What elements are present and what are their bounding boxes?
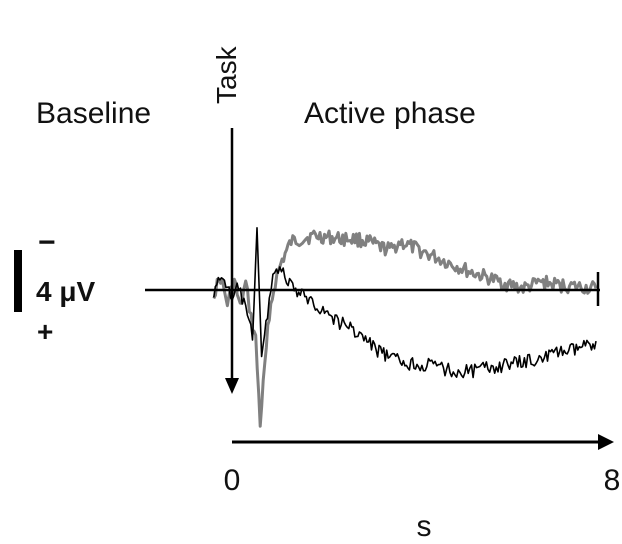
polarity-negative-label: − (38, 226, 56, 259)
polarity-positive-label: + (37, 316, 53, 347)
time-axis-arrowhead (598, 434, 614, 450)
scale-value-label: 4 μV (36, 276, 95, 307)
active-phase-label: Active phase (304, 97, 476, 130)
task-label: Task (211, 45, 242, 104)
x-tick-0: 0 (224, 464, 241, 497)
scale-bar (14, 250, 22, 312)
task-marker-arrowhead (225, 378, 239, 394)
trace-series-1 (213, 227, 597, 379)
traces-layer (212, 227, 598, 428)
trace-series-0 (212, 229, 598, 428)
x-unit-label: s (417, 510, 432, 543)
x-tick-8: 8 (604, 464, 621, 497)
baseline-label: Baseline (36, 97, 151, 130)
